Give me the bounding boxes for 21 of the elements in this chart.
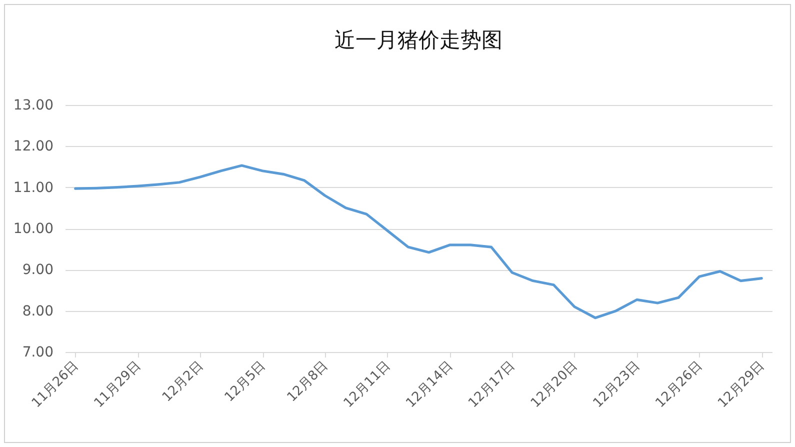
x-tick-label: 12月23日 xyxy=(590,358,643,411)
x-tick-label: 12月2日 xyxy=(160,358,206,406)
y-tick-label: 9.00 xyxy=(22,262,54,278)
y-tick-label: 8.00 xyxy=(22,303,54,320)
x-tick-label: 12月26日 xyxy=(652,358,706,411)
y-tick-label: 11.00 xyxy=(13,180,54,196)
x-tick-label: 12月8日 xyxy=(284,358,332,406)
x-tick-label: 12月11日 xyxy=(341,358,394,411)
y-tick-label: 7.00 xyxy=(22,344,54,360)
chart-title: 近一月猪价走势图 xyxy=(334,28,502,52)
y-tick-label: 10.00 xyxy=(13,221,54,237)
x-tick-label: 12月29日 xyxy=(715,358,768,411)
y-tick-label: 12.00 xyxy=(13,138,54,155)
y-tick-label: 13.00 xyxy=(13,98,54,114)
x-tick-label: 11月29日 xyxy=(92,358,144,411)
x-tick-label: 12月20日 xyxy=(528,358,581,411)
line-series xyxy=(74,164,763,320)
x-tick-label: 11月26日 xyxy=(29,358,82,411)
x-tick-label: 12月17日 xyxy=(466,358,518,411)
x-tick-label: 12月5日 xyxy=(222,358,269,406)
x-tick-label: 12月14日 xyxy=(403,358,456,411)
